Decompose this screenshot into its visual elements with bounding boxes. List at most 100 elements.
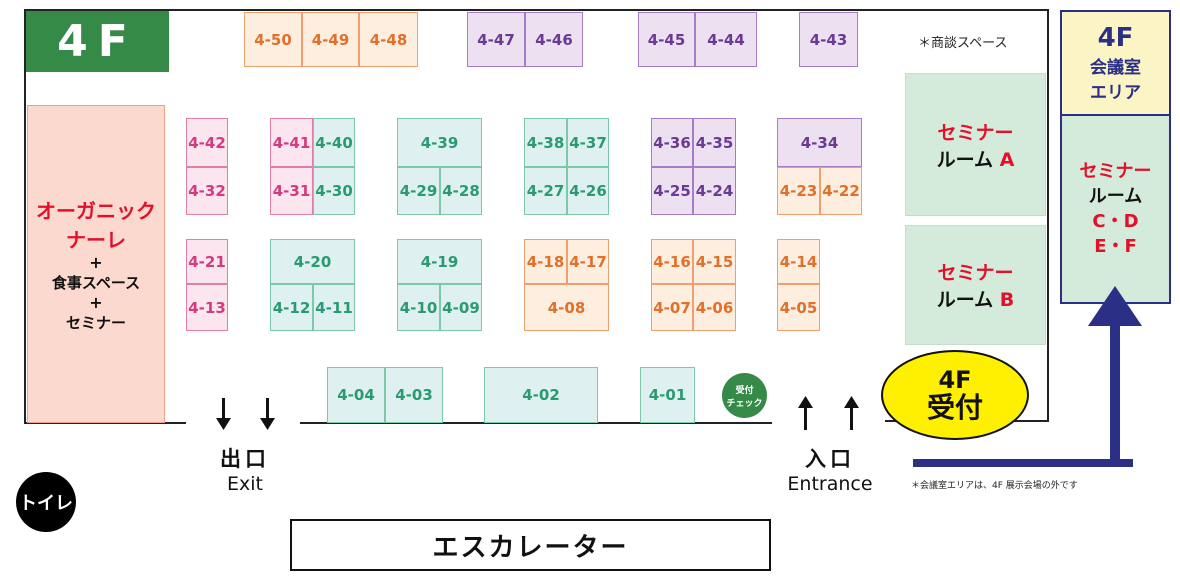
exit-arrow-icon-2 [266, 398, 269, 422]
wall-bottom-center [300, 422, 772, 424]
booth-4-34[interactable]: 4-34 [777, 118, 862, 167]
seminar-cd: C・D [1092, 211, 1139, 232]
booth-4-22[interactable]: 4-22 [820, 167, 862, 215]
booth-4-10[interactable]: 4-10 [397, 284, 440, 331]
entrance-arrowhead-icon [798, 396, 813, 408]
exit-arrowhead-icon [216, 418, 231, 430]
booth-4-44[interactable]: 4-44 [695, 12, 757, 67]
reception-label: 受付 [926, 390, 983, 424]
booth-4-41[interactable]: 4-41 [270, 118, 313, 167]
exit-ja: 出口 [220, 447, 270, 471]
booth-4-14[interactable]: 4-14 [777, 239, 820, 284]
organic-plus: + [89, 253, 103, 272]
organic-dining-space: 食事スペース [51, 274, 141, 292]
booth-4-16[interactable]: 4-16 [651, 239, 693, 284]
entrance-arrowhead-icon-2 [844, 396, 859, 408]
booth-4-11[interactable]: 4-11 [313, 284, 355, 331]
exit-label: 出口 Exit [200, 443, 290, 495]
booth-4-39[interactable]: 4-39 [397, 118, 482, 167]
booth-4-48[interactable]: 4-48 [359, 12, 418, 67]
booth-4-27[interactable]: 4-27 [524, 167, 567, 215]
booth-4-05[interactable]: 4-05 [777, 284, 820, 331]
booth-4-18[interactable]: 4-18 [524, 239, 567, 284]
seminar-cdef-label: セミナー [1079, 160, 1152, 182]
reception-check-line1: 受付 [735, 385, 754, 396]
wall-left [24, 9, 26, 424]
booth-4-17[interactable]: 4-17 [567, 239, 609, 284]
booth-4-13[interactable]: 4-13 [186, 284, 228, 331]
meeting-line1: 会議室 [1090, 58, 1141, 78]
organic-title-line1: オーガニック [36, 199, 156, 223]
booth-4-28[interactable]: 4-28 [440, 167, 482, 215]
booth-4-37[interactable]: 4-37 [567, 118, 609, 167]
booth-4-08[interactable]: 4-08 [524, 284, 609, 331]
booth-4-35[interactable]: 4-35 [693, 118, 736, 167]
reception-check: 受付 チェック [722, 373, 767, 418]
booth-4-02[interactable]: 4-02 [484, 367, 598, 423]
booth-4-49[interactable]: 4-49 [302, 12, 359, 67]
booth-4-31[interactable]: 4-31 [270, 167, 313, 215]
booth-4-43[interactable]: 4-43 [799, 12, 858, 67]
booth-4-01[interactable]: 4-01 [640, 367, 695, 423]
entrance-arrow-icon [804, 406, 807, 430]
reception-desk: 4F 受付 [881, 350, 1029, 440]
booth-4-45[interactable]: 4-45 [638, 12, 695, 67]
reception-check-line2: チェック [726, 398, 763, 409]
booth-4-04[interactable]: 4-04 [327, 367, 385, 423]
booth-4-25[interactable]: 4-25 [651, 167, 693, 215]
seminar-room-a[interactable]: セミナー ルーム A [905, 73, 1046, 216]
business-space-note: ＊商談スペース [918, 36, 1008, 51]
meeting-line2: エリア [1090, 83, 1141, 103]
seminar-room-b[interactable]: セミナー ルーム B [905, 225, 1046, 345]
meeting-area-label: 4F 会議室 エリア [1060, 10, 1171, 116]
booth-4-47[interactable]: 4-47 [467, 12, 525, 67]
booth-4-12[interactable]: 4-12 [270, 284, 313, 331]
booth-4-15[interactable]: 4-15 [693, 239, 736, 284]
booth-4-40[interactable]: 4-40 [313, 118, 355, 167]
booth-4-30[interactable]: 4-30 [313, 167, 355, 215]
route-arrowhead-icon [1088, 286, 1142, 326]
entrance-ja: 入口 [805, 447, 855, 471]
booth-4-36[interactable]: 4-36 [651, 118, 693, 167]
entrance-arrow-icon-2 [850, 406, 853, 430]
booth-4-38[interactable]: 4-38 [524, 118, 567, 167]
booth-4-20[interactable]: 4-20 [270, 239, 355, 284]
entrance-en: Entrance [787, 473, 873, 495]
meeting-floor: 4F [1097, 23, 1134, 53]
seminar-a-label: セミナー [937, 121, 1014, 144]
reception-floor: 4F [938, 365, 972, 394]
booth-4-26[interactable]: 4-26 [567, 167, 609, 215]
booth-4-19[interactable]: 4-19 [397, 239, 482, 284]
exit-arrow-icon [222, 398, 225, 422]
seminar-cdef-room: ルーム [1088, 185, 1143, 207]
booth-4-21[interactable]: 4-21 [186, 239, 228, 284]
seminar-b-room: ルーム [936, 289, 994, 311]
escalator: エスカレーター [290, 519, 771, 571]
booth-4-32[interactable]: 4-32 [186, 167, 228, 215]
booth-4-50[interactable]: 4-50 [244, 12, 302, 67]
booth-4-09[interactable]: 4-09 [440, 284, 482, 331]
booth-4-03[interactable]: 4-03 [385, 367, 443, 423]
seminar-b-letter: B [999, 289, 1015, 311]
seminar-b-label: セミナー [937, 262, 1014, 284]
booth-4-24[interactable]: 4-24 [693, 167, 736, 215]
organic-title-line2: ナーレ [66, 228, 126, 252]
seminar-ef: E・F [1094, 236, 1137, 258]
booth-4-06[interactable]: 4-06 [693, 284, 736, 331]
exit-arrowhead-icon-2 [260, 418, 275, 430]
organic-seminar: セミナー [65, 314, 126, 332]
wall-top [25, 9, 1049, 11]
entrance-label: 入口 Entrance [770, 443, 890, 495]
booth-4-07[interactable]: 4-07 [651, 284, 693, 331]
booth-4-46[interactable]: 4-46 [525, 12, 583, 67]
seminar-room-cdef[interactable]: セミナー ルーム C・D E・F [1060, 114, 1171, 304]
booth-4-29[interactable]: 4-29 [397, 167, 440, 215]
booth-4-23[interactable]: 4-23 [777, 167, 820, 215]
seminar-a-letter: A [999, 148, 1015, 171]
route-line-horizontal [913, 459, 1133, 467]
toilet: トイレ [16, 472, 76, 532]
floor-label: 4F [26, 11, 169, 72]
exit-en: Exit [227, 473, 263, 495]
booth-4-42[interactable]: 4-42 [186, 118, 228, 167]
organic-nare-area: オーガニック ナーレ + 食事スペース + セミナー [27, 105, 165, 423]
